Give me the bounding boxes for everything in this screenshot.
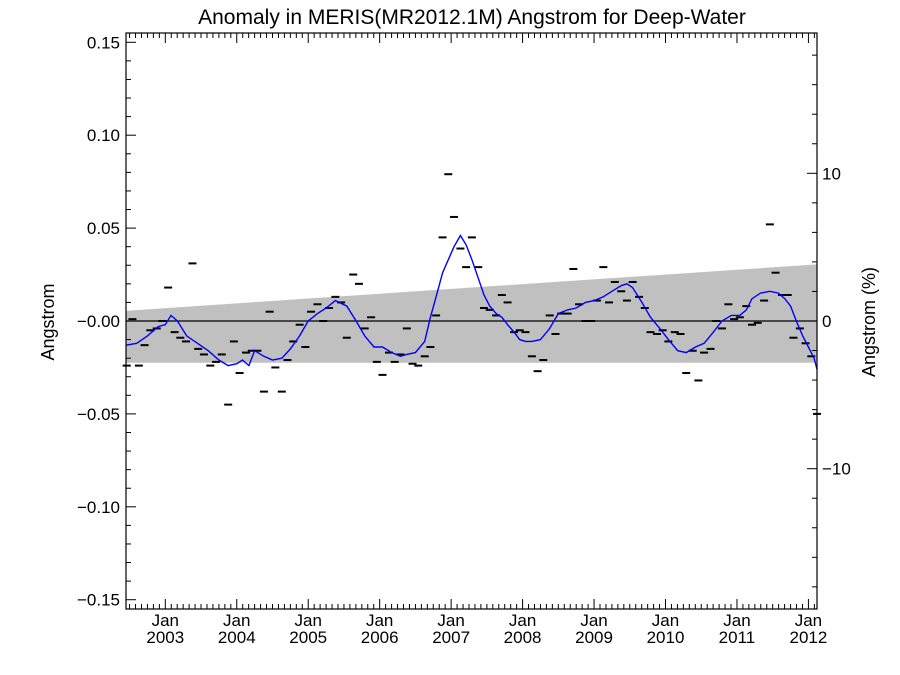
right-axis: −10 0 10 <box>807 54 851 588</box>
x-tick-month: Jan <box>152 611 179 630</box>
y-tick-label: −0.10 <box>77 498 120 517</box>
x-tick-year: 2004 <box>218 628 256 647</box>
x-tick-month: Jan <box>795 611 822 630</box>
y2-tick-label: 10 <box>822 164 841 183</box>
x-tick-year: 2003 <box>146 628 184 647</box>
y-tick-label: −0.05 <box>77 405 120 424</box>
x-tick-year: 2008 <box>504 628 542 647</box>
x-tick-month: Jan <box>652 611 679 630</box>
y-tick-label: 0.05 <box>87 219 120 238</box>
bottom-axis: Jan2003Jan2004Jan2005Jan2006Jan2007Jan20… <box>129 33 828 647</box>
x-tick-month: Jan <box>723 611 750 630</box>
y-axis-label: Angstrom <box>38 283 58 360</box>
x-tick-year: 2012 <box>790 628 828 647</box>
y-tick-label: 0.15 <box>87 33 120 52</box>
x-tick-year: 2011 <box>719 628 756 647</box>
anomaly-markers <box>122 173 821 415</box>
y-tick-label: 0.10 <box>87 126 120 145</box>
chart-title: Anomaly in MERIS(MR2012.1M) Angstrom for… <box>198 6 746 29</box>
x-tick-month: Jan <box>366 611 393 630</box>
y2-tick-label: −10 <box>822 460 851 479</box>
left-axis: −0.15 −0.10 −0.05 −0.00 0.05 0.10 0.15 <box>77 33 136 610</box>
y2-tick-label: 0 <box>822 312 831 331</box>
y-tick-label: −0.00 <box>77 312 120 331</box>
x-tick-year: 2006 <box>361 628 399 647</box>
y2-axis-label: Angstrom (%) <box>859 267 879 377</box>
x-tick-month: Jan <box>509 611 536 630</box>
smoothed-line <box>125 234 818 370</box>
x-tick-month: Jan <box>580 611 607 630</box>
x-tick-year: 2010 <box>647 628 685 647</box>
x-tick-month: Jan <box>223 611 250 630</box>
x-tick-year: 2005 <box>289 628 327 647</box>
x-tick-year: 2009 <box>575 628 613 647</box>
x-tick-year: 2007 <box>432 628 470 647</box>
x-tick-month: Jan <box>295 611 322 630</box>
y-tick-label: −0.15 <box>77 591 120 610</box>
plot-area <box>122 32 821 610</box>
x-tick-month: Jan <box>437 611 464 630</box>
